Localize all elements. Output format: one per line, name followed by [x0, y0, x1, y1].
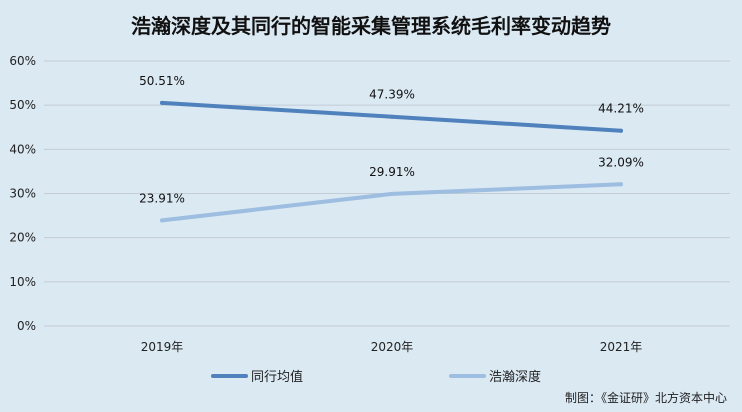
x-tick-label: 2019年	[141, 340, 184, 354]
data-point	[390, 114, 394, 119]
y-tick-label: 0%	[17, 319, 36, 333]
x-tick-label: 2020年	[371, 340, 414, 354]
data-label: 47.39%	[369, 88, 415, 102]
legend: 同行均值 浩瀚深度	[211, 369, 541, 385]
y-tick-label: 40%	[9, 142, 36, 156]
gridlines	[44, 60, 730, 327]
source-note: 制图：《金证研》北方资本中心	[565, 390, 727, 405]
y-tick-label: 50%	[9, 98, 36, 112]
y-tick-label: 20%	[9, 231, 36, 245]
x-axis-ticks: 2019年 2020年 2021年	[141, 340, 643, 354]
data-point	[619, 128, 623, 133]
data-point	[390, 191, 394, 196]
y-axis-ticks: 0% 10% 20% 30% 40% 50% 60%	[9, 54, 36, 333]
data-point	[160, 100, 164, 105]
data-labels: 50.51% 47.39% 44.21% 23.91% 29.91% 32.09%	[139, 74, 644, 205]
legend-label: 同行均值	[251, 369, 303, 385]
y-tick-label: 30%	[9, 187, 36, 201]
data-label: 50.51%	[139, 74, 185, 88]
chart-title: 浩瀚深度及其同行的智能采集管理系统毛利率变动趋势	[131, 14, 611, 38]
series-lines	[160, 100, 623, 223]
data-label: 44.21%	[598, 102, 644, 116]
x-tick-label: 2021年	[600, 340, 643, 354]
legend-label: 浩瀚深度	[489, 369, 541, 385]
data-label: 29.91%	[369, 165, 415, 179]
data-point	[619, 182, 623, 187]
data-point	[160, 218, 164, 223]
data-label: 32.09%	[598, 155, 644, 169]
y-tick-label: 10%	[9, 275, 36, 289]
data-label: 23.91%	[139, 191, 185, 205]
y-tick-label: 60%	[9, 54, 36, 68]
